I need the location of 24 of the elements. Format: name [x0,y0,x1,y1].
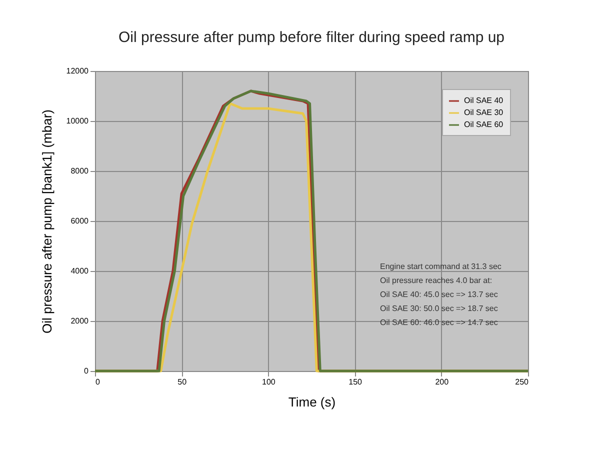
y-tick-label: 0 [84,366,90,376]
legend-label: Oil SAE 40 [464,96,504,105]
annotation: Oil SAE 30: 50.0 sec => 18.7 sec [380,304,498,313]
y-axis-title: Oil pressure after pump [bank1] (mbar) [39,110,54,334]
y-tick-label: 12000 [66,66,90,76]
x-tick-label: 50 [178,378,188,386]
chart-title: Oil pressure after pump before filter during speed ramp up [118,29,505,46]
x-tick-label: 100 [262,378,276,386]
x-tick-label: 150 [348,378,363,386]
y-tick-label: 10000 [66,116,90,126]
y-tick-label: 2000 [70,316,90,326]
annotation: Oil SAE 60: 46.0 sec => 14.7 sec [380,318,498,327]
annotation: Engine start command at 31.3 sec [380,262,502,271]
y-tick-label: 8000 [70,166,90,176]
annotation: Oil pressure reaches 4.0 bar at: [380,276,492,285]
annotation: Oil SAE 40: 45.0 sec => 13.7 sec [380,290,498,299]
legend-label: Oil SAE 30 [464,108,504,117]
x-tick-label: 250 [515,378,530,386]
x-tick-label: 0 [96,378,100,386]
y-tick-label: 6000 [70,216,90,226]
legend-label: Oil SAE 60 [464,120,504,129]
y-tick-label: 4000 [70,266,90,276]
x-tick-label: 200 [435,378,450,386]
x-axis-title: Time (s) [288,394,336,410]
